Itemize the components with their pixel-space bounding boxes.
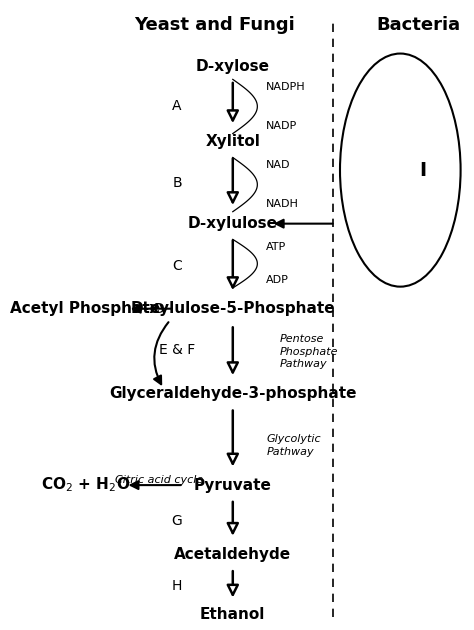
Text: Yeast and Fungi: Yeast and Fungi bbox=[135, 16, 295, 34]
Text: ADP: ADP bbox=[266, 275, 289, 285]
Text: D-xylulose: D-xylulose bbox=[188, 216, 278, 231]
Text: Acetyl Phosphate: Acetyl Phosphate bbox=[10, 301, 160, 316]
Text: Glycolytic
Pathway: Glycolytic Pathway bbox=[266, 434, 321, 457]
Text: Glyceraldehyde-3-phosphate: Glyceraldehyde-3-phosphate bbox=[109, 386, 356, 401]
Text: NAD: NAD bbox=[266, 160, 291, 170]
Text: D-xylulose-5-Phosphate: D-xylulose-5-Phosphate bbox=[130, 301, 335, 316]
Text: C: C bbox=[172, 259, 182, 273]
Text: E & F: E & F bbox=[159, 343, 195, 357]
Text: Pentose
Phosphate
Pathway: Pentose Phosphate Pathway bbox=[280, 334, 338, 369]
Text: D-xylose: D-xylose bbox=[196, 59, 270, 74]
Text: D: D bbox=[154, 302, 164, 316]
Text: CO$_2$ + H$_2$O: CO$_2$ + H$_2$O bbox=[41, 476, 130, 495]
Text: I: I bbox=[419, 161, 426, 180]
Text: Bacteria: Bacteria bbox=[376, 16, 460, 34]
Text: Pyruvate: Pyruvate bbox=[194, 478, 272, 493]
Text: Citric acid cycle: Citric acid cycle bbox=[115, 475, 203, 485]
Text: Acetaldehyde: Acetaldehyde bbox=[174, 547, 292, 562]
Text: ATP: ATP bbox=[266, 242, 287, 252]
Text: B: B bbox=[172, 176, 182, 190]
Text: Ethanol: Ethanol bbox=[200, 607, 265, 622]
Text: NADPH: NADPH bbox=[266, 82, 306, 92]
Text: H: H bbox=[172, 579, 182, 593]
Text: G: G bbox=[172, 514, 182, 528]
Text: NADH: NADH bbox=[266, 199, 299, 209]
Text: A: A bbox=[172, 99, 182, 113]
Text: Xylitol: Xylitol bbox=[205, 134, 260, 149]
Text: NADP: NADP bbox=[266, 121, 298, 131]
